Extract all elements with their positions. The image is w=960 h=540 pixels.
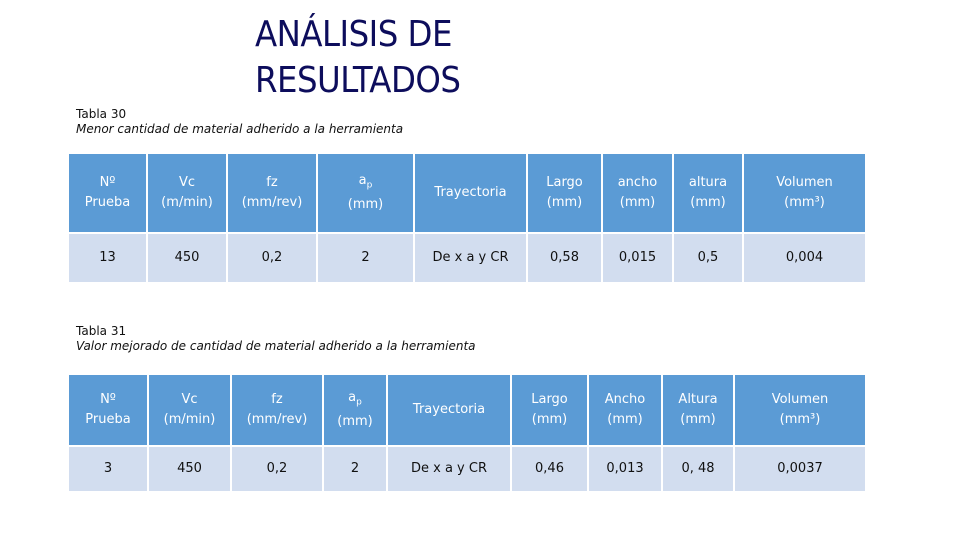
header-ancho: ancho (mm) bbox=[602, 154, 674, 233]
cell-vc: 450 bbox=[148, 445, 232, 491]
header-largo: Largo (mm) bbox=[527, 154, 603, 233]
cell-volumen: 0,004 bbox=[743, 232, 865, 282]
cell-ap: 2 bbox=[317, 232, 415, 282]
header-volumen: Volumen (mm³) bbox=[734, 375, 865, 446]
table1-caption: Tabla 30 Menor cantidad de material adhe… bbox=[76, 107, 403, 137]
cell-altura: 0, 48 bbox=[662, 445, 735, 491]
cell-altura: 0,5 bbox=[673, 232, 744, 282]
results-table-improved-adhesion: Nº Prueba Vc (m/min) fz (mm/rev) ap (mm) Tra… bbox=[69, 375, 865, 491]
table1-caption-number: Tabla 30 bbox=[76, 107, 127, 121]
cell-ancho: 0,013 bbox=[588, 445, 663, 491]
header-ap: ap (mm) bbox=[317, 154, 415, 233]
cell-largo: 0,46 bbox=[511, 445, 589, 491]
header-prueba: Nº Prueba bbox=[69, 154, 148, 233]
page-title: ANÁLISIS DE RESULTADOS bbox=[255, 14, 461, 101]
results-table-min-adhesion: Nº Prueba Vc (m/min) fz (mm/rev) ap (mm) Tra… bbox=[69, 154, 865, 282]
table2-caption-text: Valor mejorado de cantidad de material a… bbox=[76, 339, 476, 353]
header-altura: Altura (mm) bbox=[662, 375, 735, 446]
cell-ancho: 0,015 bbox=[602, 232, 674, 282]
table-header-row: Nº Prueba Vc (m/min) fz (mm/rev) ap (mm) Tra… bbox=[69, 375, 865, 446]
header-vc: Vc (m/min) bbox=[148, 375, 232, 446]
table-row: 13 450 0,2 2 De x a y CR 0,58 0,015 0,5 … bbox=[69, 232, 865, 282]
cell-prueba: 13 bbox=[69, 232, 148, 282]
header-vc: Vc (m/min) bbox=[147, 154, 228, 233]
header-volumen: Volumen (mm³) bbox=[743, 154, 865, 233]
cell-fz: 0,2 bbox=[231, 445, 324, 491]
header-trayectoria: Trayectoria bbox=[414, 154, 528, 233]
cell-volumen: 0,0037 bbox=[734, 445, 865, 491]
header-trayectoria: Trayectoria bbox=[387, 375, 512, 446]
header-ancho: Ancho (mm) bbox=[588, 375, 663, 446]
cell-fz: 0,2 bbox=[227, 232, 318, 282]
table1-caption-text: Menor cantidad de material adherido a la… bbox=[76, 122, 404, 136]
cell-ap: 2 bbox=[323, 445, 388, 491]
cell-trayectoria: De x a y CR bbox=[414, 232, 528, 282]
cell-vc: 450 bbox=[147, 232, 228, 282]
header-fz: fz (mm/rev) bbox=[231, 375, 324, 446]
table2-caption: Tabla 31 Valor mejorado de cantidad de m… bbox=[76, 324, 476, 354]
header-altura: altura (mm) bbox=[673, 154, 744, 233]
cell-prueba: 3 bbox=[69, 445, 149, 491]
header-prueba: Nº Prueba bbox=[69, 375, 149, 446]
table2-caption-number: Tabla 31 bbox=[76, 324, 127, 338]
cell-trayectoria: De x a y CR bbox=[387, 445, 512, 491]
cell-largo: 0,58 bbox=[527, 232, 603, 282]
table-row: 3 450 0,2 2 De x a y CR 0,46 0,013 0, 48… bbox=[69, 445, 865, 491]
table-header-row: Nº Prueba Vc (m/min) fz (mm/rev) ap (mm) Tra… bbox=[69, 154, 865, 233]
header-largo: Largo (mm) bbox=[511, 375, 589, 446]
header-ap: ap (mm) bbox=[323, 375, 388, 446]
header-fz: fz (mm/rev) bbox=[227, 154, 318, 233]
